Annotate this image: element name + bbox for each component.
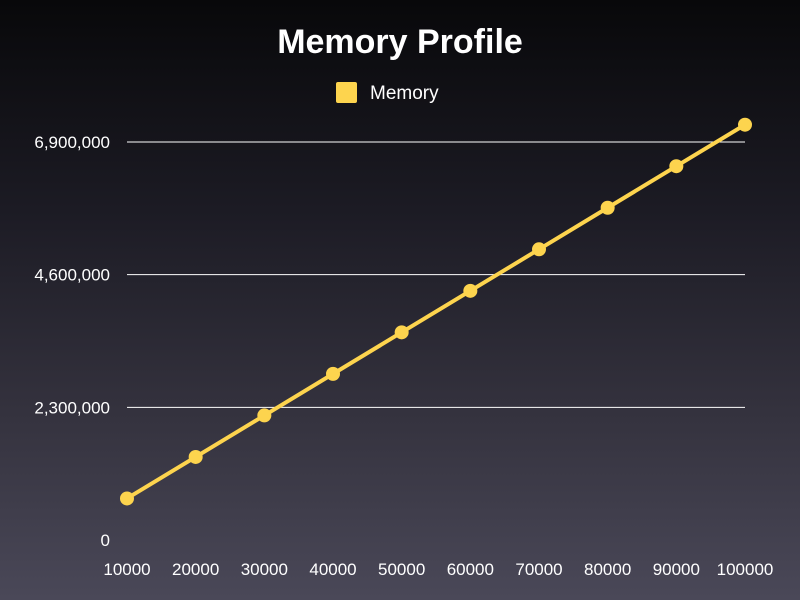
x-tick-label: 90000 [653,560,700,579]
data-point [738,117,752,132]
data-point [669,159,684,174]
data-point [326,366,340,381]
x-tick-label: 10000 [103,560,150,579]
legend-swatch-memory [336,82,357,103]
data-point [120,491,134,506]
chart-title: Memory Profile [277,23,523,61]
x-tick-label: 20000 [172,560,219,579]
data-point [394,325,409,340]
legend: Memory [336,82,439,104]
x-tick-label: 100000 [717,560,774,579]
x-axis-tick-labels: 10000 20000 30000 40000 50000 60000 70000 80000… [103,560,773,579]
x-tick-label: 70000 [515,560,562,579]
data-point [600,200,615,215]
x-tick-label: 30000 [241,560,288,579]
series-line-memory [125,122,747,501]
gridlines [127,141,745,408]
data-point [257,408,272,423]
x-tick-label: 40000 [309,560,356,579]
y-tick-label: 0 [101,531,110,550]
x-tick-label: 50000 [378,560,425,579]
data-point [188,449,203,464]
x-tick-label: 80000 [584,560,631,579]
y-tick-label: 2,300,000 [34,398,110,417]
data-point [463,283,478,298]
series-memory [120,117,752,506]
y-tick-label: 6,900,000 [34,133,110,152]
legend-label-memory: Memory [370,83,439,104]
data-point [532,242,546,257]
x-tick-label: 60000 [447,560,494,579]
y-axis-tick-labels: 0 2,300,000 4,600,000 6,900,000 [34,133,110,550]
y-tick-label: 4,600,000 [34,266,110,285]
